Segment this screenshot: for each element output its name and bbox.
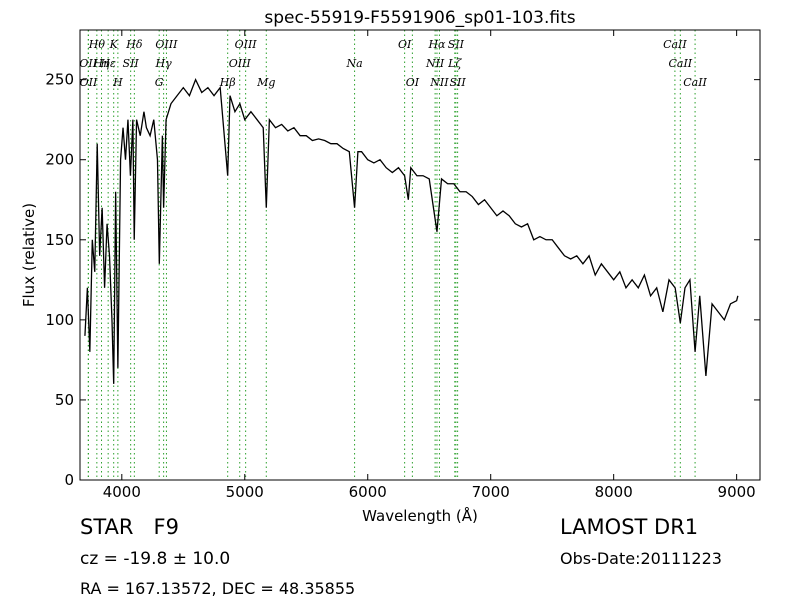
spectral-line-label: Hδ: [125, 38, 143, 51]
spectral-line-label: Hθ: [88, 38, 106, 51]
y-tick-label: 150: [45, 231, 74, 249]
spectral-line-label: OII: [79, 57, 97, 70]
plot-frame: [79, 29, 761, 481]
spectral-line-label: H: [112, 76, 123, 89]
spectral-line-label: OIII: [235, 38, 258, 51]
coordinates: RA = 167.13572, DEC = 48.35855: [80, 579, 355, 598]
chart-title: spec-55919-F5591906_sp01-103.fits: [264, 8, 575, 28]
x-tick-label: 6000: [349, 483, 387, 501]
obs-date: Obs-Date:20111223: [560, 549, 722, 568]
y-tick-label: 0: [64, 471, 74, 489]
x-tick-label: 9000: [718, 483, 756, 501]
x-tick-label: 7000: [472, 483, 510, 501]
spectral-line-label: G: [155, 76, 164, 89]
spectral-line-label: NII: [425, 57, 445, 70]
object-class: STAR F9: [80, 515, 179, 539]
x-tick-label: 5000: [226, 483, 264, 501]
spectral-line-label: Hγ: [155, 57, 173, 70]
spectral-line-label: NII: [429, 76, 449, 89]
spectral-line-label: OI: [398, 38, 412, 51]
y-tick-label: 200: [45, 151, 74, 169]
spectral-line-label: OII: [80, 76, 98, 89]
spectral-line-label: K: [109, 38, 119, 51]
spectral-line-label: Hα: [427, 38, 446, 51]
y-axis-label: Flux (relative): [20, 203, 38, 307]
y-tick-label: 100: [45, 311, 74, 329]
spectral-line-label: SII: [448, 38, 465, 51]
spectral-line-label: Hη: [92, 57, 110, 70]
spectral-line-label: OIII: [155, 38, 178, 51]
spectral-line-label: SII: [450, 76, 467, 89]
spectral-line-label: CaII: [683, 76, 707, 89]
spectral-line-label: CaII: [668, 57, 692, 70]
spectral-line-label: Na: [345, 57, 362, 70]
x-tick-label: 4000: [103, 483, 141, 501]
x-tick-label: 8000: [595, 483, 633, 501]
spectral-line-label: Lζ: [447, 57, 462, 70]
spectral-line-label: OIII: [229, 57, 252, 70]
spectral-line-label: Hε: [99, 57, 116, 70]
y-tick-label: 50: [55, 391, 74, 409]
spectrum-line: [84, 78, 739, 384]
spectral-line-label: CaII: [663, 38, 687, 51]
spectral-line-label: Hβ: [219, 76, 236, 89]
spectral-line-label: SII: [123, 57, 140, 70]
survey: LAMOST DR1: [560, 515, 698, 539]
redshift: cz = -19.8 ± 10.0: [80, 549, 230, 569]
x-axis-label: Wavelength (Å): [362, 506, 478, 525]
spectral-line-label: OI: [406, 76, 420, 89]
spectral-line-label: Mg: [256, 76, 275, 89]
y-tick-label: 250: [45, 71, 74, 89]
